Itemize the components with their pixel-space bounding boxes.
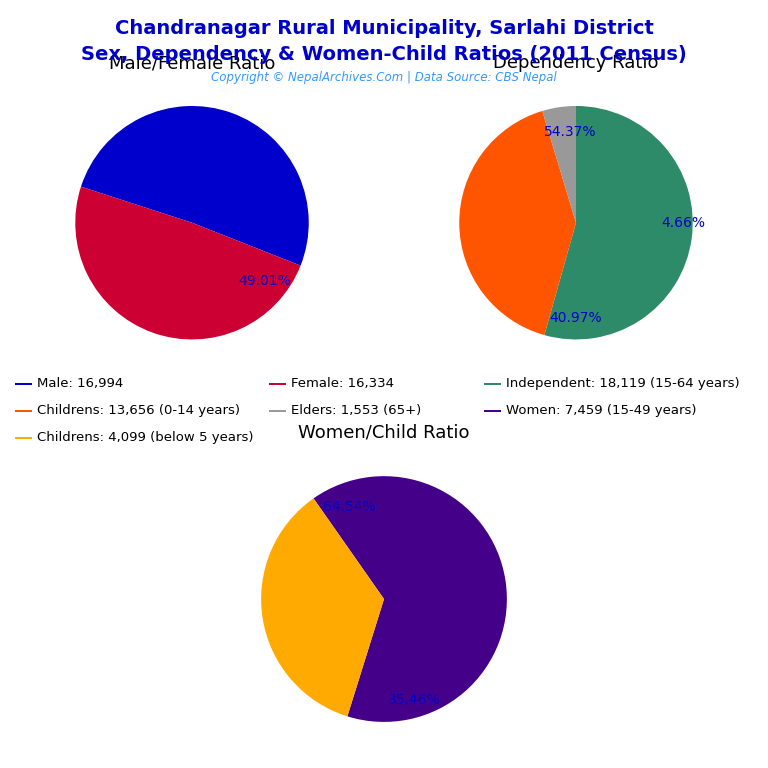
Text: Women: 7,459 (15-49 years): Women: 7,459 (15-49 years) — [506, 405, 697, 417]
Text: 64.54%: 64.54% — [323, 500, 376, 514]
FancyBboxPatch shape — [484, 410, 501, 412]
FancyBboxPatch shape — [269, 383, 286, 385]
Text: 54.37%: 54.37% — [544, 124, 597, 139]
Text: Elders: 1,553 (65+): Elders: 1,553 (65+) — [291, 405, 421, 417]
Wedge shape — [261, 498, 384, 717]
Wedge shape — [545, 106, 693, 339]
FancyBboxPatch shape — [269, 410, 286, 412]
FancyBboxPatch shape — [15, 383, 32, 385]
Wedge shape — [459, 111, 576, 335]
Wedge shape — [81, 106, 309, 266]
Text: Sex, Dependency & Women-Child Ratios (2011 Census): Sex, Dependency & Women-Child Ratios (20… — [81, 45, 687, 64]
FancyBboxPatch shape — [15, 437, 32, 439]
Text: 35.46%: 35.46% — [389, 693, 441, 707]
Wedge shape — [313, 476, 507, 722]
Text: Independent: 18,119 (15-64 years): Independent: 18,119 (15-64 years) — [506, 377, 740, 390]
Text: 40.97%: 40.97% — [550, 312, 602, 326]
Title: Male/Female Ratio: Male/Female Ratio — [109, 55, 275, 72]
Text: Female: 16,334: Female: 16,334 — [291, 377, 394, 390]
Text: 4.66%: 4.66% — [661, 216, 705, 230]
Title: Women/Child Ratio: Women/Child Ratio — [298, 423, 470, 441]
Wedge shape — [542, 106, 576, 223]
Text: Male: 16,994: Male: 16,994 — [38, 377, 124, 390]
Text: 50.99%: 50.99% — [93, 163, 146, 177]
Text: Childrens: 13,656 (0-14 years): Childrens: 13,656 (0-14 years) — [38, 405, 240, 417]
Text: Chandranagar Rural Municipality, Sarlahi District: Chandranagar Rural Municipality, Sarlahi… — [114, 19, 654, 38]
Text: Childrens: 4,099 (below 5 years): Childrens: 4,099 (below 5 years) — [38, 432, 254, 445]
FancyBboxPatch shape — [484, 383, 501, 385]
Text: 49.01%: 49.01% — [238, 274, 291, 288]
Title: Dependency Ratio: Dependency Ratio — [493, 55, 659, 72]
Text: Copyright © NepalArchives.Com | Data Source: CBS Nepal: Copyright © NepalArchives.Com | Data Sou… — [211, 71, 557, 84]
FancyBboxPatch shape — [15, 410, 32, 412]
Wedge shape — [75, 187, 300, 339]
